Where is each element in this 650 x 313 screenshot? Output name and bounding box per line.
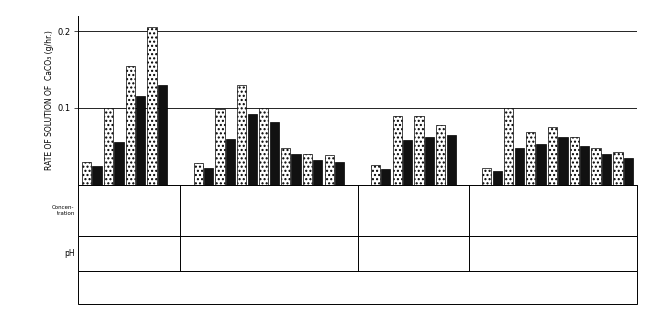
Bar xyxy=(303,154,312,185)
Text: 0.5 N: 0.5 N xyxy=(223,202,227,219)
Y-axis label: RATE OF SOLUTION OF  CaCO₃ (g/hr.): RATE OF SOLUTION OF CaCO₃ (g/hr.) xyxy=(45,30,54,170)
Text: 3.0 N: 3.0 N xyxy=(289,202,293,219)
Bar xyxy=(436,125,445,185)
Bar xyxy=(624,158,633,185)
Text: 14: 14 xyxy=(552,249,564,258)
Bar xyxy=(136,96,146,185)
Text: 0.1 N: 0.1 N xyxy=(489,202,495,219)
Bar xyxy=(248,114,257,185)
Bar xyxy=(393,115,402,185)
Bar xyxy=(204,168,213,185)
Text: 5.0 N: 5.0 N xyxy=(332,202,337,219)
Bar xyxy=(536,144,546,185)
Text: 0.5 N: 0.5 N xyxy=(111,202,116,219)
Bar xyxy=(148,27,157,185)
Bar xyxy=(291,154,301,185)
Bar xyxy=(237,85,246,185)
Text: 1.0 N: 1.0 N xyxy=(533,202,538,219)
Text: 8: 8 xyxy=(122,249,127,258)
Text: 12: 12 xyxy=(408,249,419,258)
Text: 0.1 N: 0.1 N xyxy=(378,202,383,219)
Bar xyxy=(125,66,135,185)
Bar xyxy=(104,108,113,185)
Bar xyxy=(381,169,391,185)
Text: 4.0 N: 4.0 N xyxy=(599,202,604,219)
Bar xyxy=(194,163,203,185)
Bar xyxy=(592,148,601,185)
Bar xyxy=(526,132,535,185)
Bar xyxy=(602,154,611,185)
Bar xyxy=(158,85,167,185)
Text: 10: 10 xyxy=(263,249,275,258)
Bar xyxy=(313,160,322,185)
Bar xyxy=(92,166,101,185)
Bar xyxy=(270,122,279,185)
Bar xyxy=(259,108,268,185)
Bar xyxy=(614,152,623,185)
Bar xyxy=(82,162,91,185)
Bar xyxy=(504,108,514,185)
Text: 0.5 N: 0.5 N xyxy=(512,202,517,219)
Text: pH: pH xyxy=(64,249,75,258)
Text: 0.1 N: 0.1 N xyxy=(89,202,94,219)
Bar xyxy=(569,137,579,185)
Bar xyxy=(215,109,225,185)
Text: 2.0 N: 2.0 N xyxy=(266,202,272,219)
Text: 0.1 N: 0.1 N xyxy=(201,202,206,219)
Text: 2.0 N: 2.0 N xyxy=(443,202,448,219)
Text: 1.0 N: 1.0 N xyxy=(133,202,138,219)
Bar xyxy=(403,140,412,185)
Bar xyxy=(226,139,235,185)
Bar xyxy=(370,165,380,185)
Text: 0.5 N: 0.5 N xyxy=(400,202,405,219)
Text: 5.0 N: 5.0 N xyxy=(621,202,626,219)
Bar xyxy=(114,142,124,185)
Bar xyxy=(335,162,345,185)
Bar xyxy=(515,148,524,185)
Text: 2.0 N: 2.0 N xyxy=(155,202,160,219)
Text: LITHIUM: LITHIUM xyxy=(337,282,378,292)
Bar xyxy=(482,168,491,185)
Bar xyxy=(558,137,567,185)
Text: 3.0 N: 3.0 N xyxy=(577,202,582,219)
Bar xyxy=(548,127,557,185)
Text: 2.0 N: 2.0 N xyxy=(555,202,560,219)
Bar xyxy=(580,146,590,185)
Bar xyxy=(324,156,334,185)
Text: 1.0 N: 1.0 N xyxy=(244,202,250,219)
Text: Concen-
tration: Concen- tration xyxy=(52,205,75,216)
Bar xyxy=(425,137,434,185)
Text: 1.0 N: 1.0 N xyxy=(422,202,426,219)
Text: 4.0 N: 4.0 N xyxy=(310,202,315,219)
Bar xyxy=(447,135,456,185)
Bar xyxy=(493,171,502,185)
Bar xyxy=(414,115,424,185)
Bar xyxy=(281,148,290,185)
